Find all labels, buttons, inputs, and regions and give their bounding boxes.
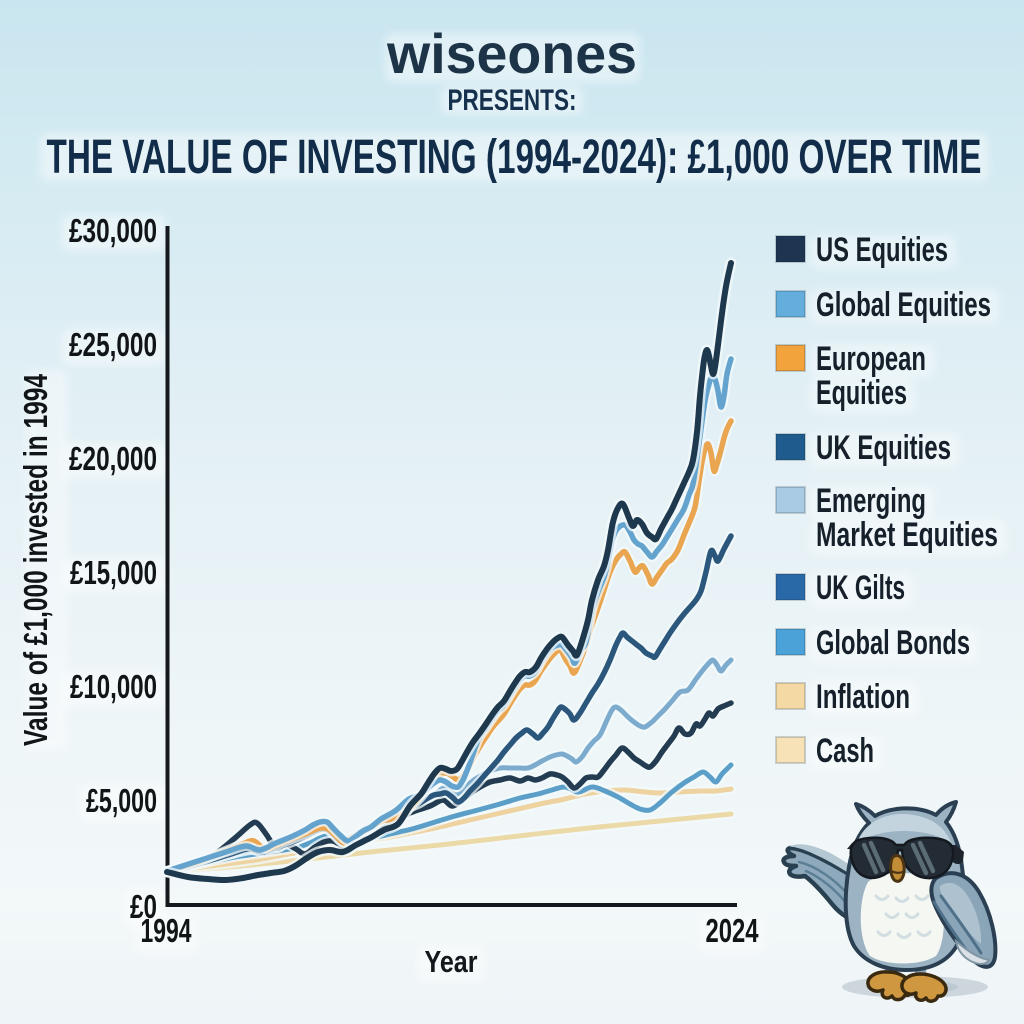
svg-text:£10,000: £10,000 [70,668,157,705]
svg-text:US Equities: US Equities [816,231,948,269]
svg-text:£30,000: £30,000 [69,212,157,249]
svg-text:Global Bonds: Global Bonds [816,624,970,662]
svg-text:Cash: Cash [816,732,874,770]
svg-text:Market Equities: Market Equities [816,516,998,554]
svg-text:European: European [816,340,926,378]
svg-text:wiseones: wiseones [386,22,637,85]
svg-text:Value of £1,000 invested in 19: Value of £1,000 invested in 1994 [17,374,54,746]
svg-text:£5,000: £5,000 [86,782,157,819]
svg-text:£0: £0 [130,888,157,925]
svg-text:Emerging: Emerging [816,482,926,520]
svg-text:UK Gilts: UK Gilts [816,569,905,607]
svg-text:Equities: Equities [816,374,907,412]
svg-text:£15,000: £15,000 [70,554,157,591]
svg-text:THE VALUE OF INVESTING (1994-2: THE VALUE OF INVESTING (1994-2024): £1,0… [47,131,982,184]
svg-text:UK Equities: UK Equities [816,429,951,467]
svg-text:Global Equities: Global Equities [816,286,991,324]
svg-text:£20,000: £20,000 [69,440,157,477]
svg-text:£25,000: £25,000 [69,326,157,363]
svg-text:Year: Year [425,944,478,979]
svg-text:1994: 1994 [141,912,192,949]
svg-text:PRESENTS:: PRESENTS: [448,84,577,117]
svg-text:2024: 2024 [706,912,759,949]
svg-text:Inflation: Inflation [816,678,910,716]
